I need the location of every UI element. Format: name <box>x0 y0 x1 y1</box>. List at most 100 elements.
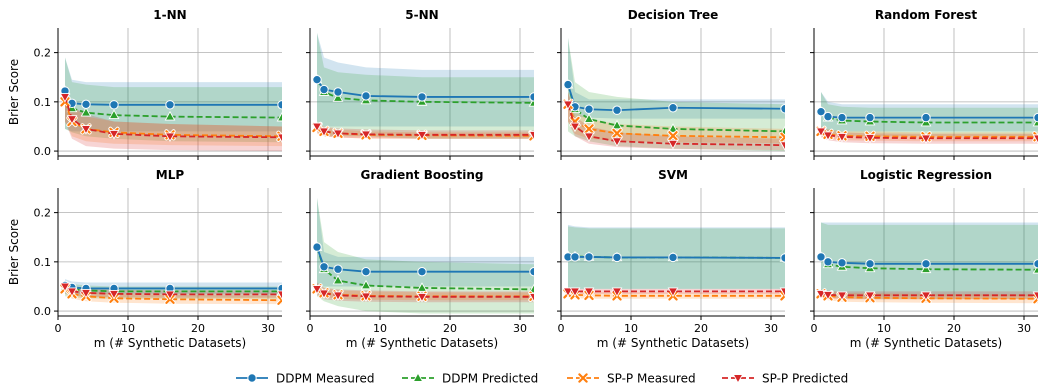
marker-x-stroke <box>780 294 785 301</box>
point-sp-p-predicted <box>562 100 574 111</box>
legend-marker <box>577 372 589 384</box>
panel-random-forest: Random Forest <box>810 8 1038 160</box>
band-sp-p-measured <box>65 87 282 147</box>
x-tick-label: 0 <box>55 322 62 335</box>
point-sp-p-predicted <box>920 134 932 144</box>
point-ddpm-measured <box>921 259 931 269</box>
point-ddpm-measured <box>1033 259 1038 269</box>
point-sp-p-predicted <box>332 291 344 302</box>
point-ddpm-measured <box>837 258 847 268</box>
grid <box>561 188 785 316</box>
point-ddpm-measured <box>563 79 573 90</box>
point-sp-p-predicted <box>80 125 92 135</box>
point-sp-p-predicted <box>66 287 78 298</box>
marker-x-stroke <box>529 134 534 141</box>
point-ddpm-measured <box>529 92 534 102</box>
point-ddpm-measured <box>417 92 427 102</box>
point-sp-p-measured <box>667 130 679 142</box>
x-axis-label: m (# Synthetic Datasets) <box>94 336 246 350</box>
point-sp-p-predicted <box>822 131 834 142</box>
point-ddpm-measured <box>277 100 282 110</box>
legend-item-ddpm-measured: DDPM Measured <box>236 372 375 386</box>
line-sp-p-predicted <box>820 130 1038 140</box>
point-ddpm-measured <box>668 252 678 263</box>
x-tick-label: 30 <box>513 322 527 335</box>
line-sp-p-measured <box>567 103 785 139</box>
point-sp-p-predicted <box>836 132 848 143</box>
legend: DDPM Measured DDPM Predicted SP-P Measured… <box>236 372 848 386</box>
point-ddpm-predicted <box>611 119 623 130</box>
grid <box>310 188 534 316</box>
point-sp-p-predicted <box>667 287 679 298</box>
legend-marker <box>247 373 257 383</box>
legend-label: DDPM Predicted <box>442 372 538 386</box>
point-ddpm-measured <box>816 252 826 262</box>
line-ddpm-predicted <box>820 256 1038 271</box>
point-ddpm-measured <box>865 259 875 269</box>
panel-mlp: 0 10 20 30 0.0 0.1 0.2 MLP Brier Score m (# Synth… <box>7 168 282 350</box>
point-sp-p-predicted <box>528 292 534 303</box>
point-ddpm-measured <box>780 253 785 263</box>
point-sp-p-measured <box>779 290 785 302</box>
point-sp-p-predicted <box>822 290 834 301</box>
point-sp-p-predicted <box>276 290 282 301</box>
point-ddpm-predicted <box>332 274 344 285</box>
point-sp-p-measured <box>276 294 282 306</box>
point-ddpm-measured <box>417 266 427 277</box>
point-ddpm-measured <box>780 104 785 114</box>
point-ddpm-measured <box>529 266 534 277</box>
point-sp-p-predicted <box>779 287 785 298</box>
marker-x-stroke <box>780 132 785 139</box>
band-ddpm-predicted <box>317 197 534 314</box>
point-ddpm-predicted <box>80 106 92 117</box>
point-sp-p-predicted <box>59 282 71 293</box>
point-sp-p-predicted <box>59 93 71 103</box>
point-ddpm-predicted <box>332 92 344 102</box>
band-ddpm-measured <box>65 57 282 132</box>
point-ddpm-measured <box>361 266 371 277</box>
legend-label: DDPM Measured <box>276 372 375 386</box>
point-sp-p-predicted <box>1032 291 1038 302</box>
point-ddpm-measured <box>570 252 580 262</box>
point-sp-p-predicted <box>611 287 623 298</box>
point-sp-p-predicted <box>920 291 932 302</box>
y-tick-label: 0.1 <box>34 96 52 109</box>
panel-title: Logistic Regression <box>860 168 992 182</box>
point-sp-p-predicted <box>815 289 827 300</box>
y-tick-label: 0.0 <box>34 305 52 318</box>
point-sp-p-predicted <box>318 127 330 138</box>
line-sp-p-measured <box>64 288 282 302</box>
marker-x-stroke <box>780 135 785 142</box>
point-ddpm-measured <box>612 252 622 263</box>
point-ddpm-measured <box>361 91 371 101</box>
panel-logistic-regression: 0 10 20 30 Logistic Regression m (# Synthetic… <box>810 168 1038 350</box>
point-ddpm-measured <box>823 111 833 122</box>
y-tick-label: 0.0 <box>34 145 52 158</box>
point-ddpm-measured <box>109 100 119 110</box>
point-sp-p-predicted <box>276 133 282 144</box>
point-sp-p-predicted <box>611 137 623 147</box>
point-ddpm-measured <box>319 84 329 95</box>
point-ddpm-predicted <box>276 111 282 122</box>
y-tick-label: 0.2 <box>34 47 52 60</box>
point-sp-p-predicted <box>164 132 176 143</box>
marker-x-stroke <box>584 124 594 134</box>
marker-x-stroke <box>578 373 588 383</box>
x-tick-label: 20 <box>443 322 457 335</box>
point-ddpm-predicted <box>920 263 932 274</box>
point-ddpm-measured <box>921 112 931 123</box>
band-ddpm-predicted <box>568 37 785 152</box>
plot-area <box>59 57 282 152</box>
marker-x-stroke <box>780 291 785 298</box>
y-axis-label: Brier Score <box>7 59 21 125</box>
point-sp-p-predicted <box>108 289 120 300</box>
panel-title: Random Forest <box>875 8 978 22</box>
point-ddpm-measured <box>333 264 343 274</box>
point-ddpm-measured <box>584 104 594 114</box>
plot-area <box>59 279 282 306</box>
panel-title: Decision Tree <box>628 8 719 22</box>
point-ddpm-measured <box>312 74 322 85</box>
band-ddpm-predicted <box>821 92 1038 137</box>
x-axis-label: m (# Synthetic Datasets) <box>850 336 1002 350</box>
